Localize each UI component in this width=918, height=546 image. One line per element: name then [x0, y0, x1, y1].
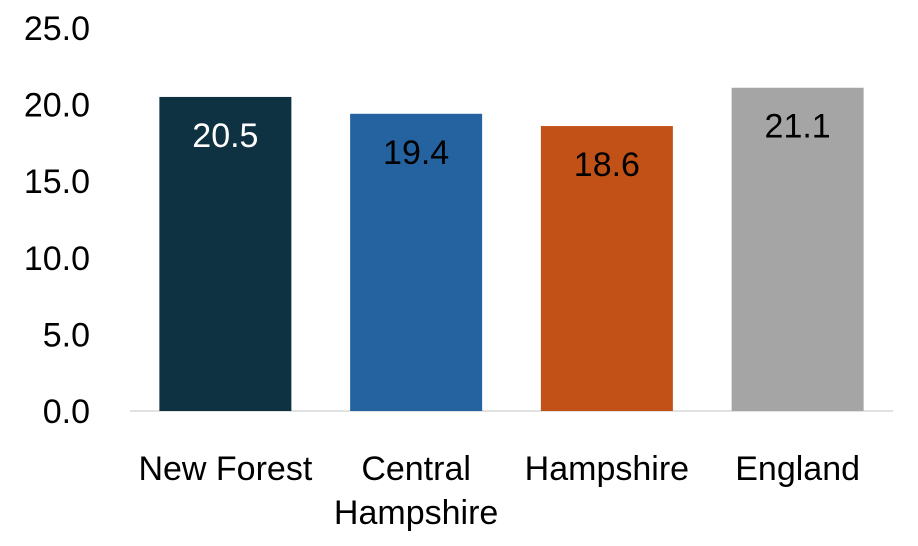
x-tick-label-line: England — [735, 450, 860, 488]
y-tick-label: 0.0 — [43, 393, 90, 431]
data-label: 20.5 — [192, 117, 258, 155]
y-tick-label: 5.0 — [43, 316, 90, 354]
y-tick-label: 20.0 — [24, 87, 90, 125]
data-label: 18.6 — [574, 146, 640, 184]
y-tick-label: 15.0 — [24, 163, 90, 201]
x-tick-label: England — [735, 450, 860, 488]
y-axis-tick-labels: 0.0 5.0 10.0 15.0 20.0 25.0 — [24, 10, 90, 431]
x-tick-label-line: New Forest — [138, 450, 312, 488]
bars-group — [159, 87, 864, 412]
bar — [540, 126, 673, 411]
y-tick-label: 10.0 — [24, 240, 90, 278]
bar — [731, 87, 864, 412]
y-tick-label: 25.0 — [24, 10, 90, 48]
x-tick-label-line: Hampshire — [334, 494, 498, 532]
x-tick-label: Hampshire — [525, 450, 689, 488]
bar — [159, 96, 292, 411]
data-label: 19.4 — [383, 134, 449, 172]
x-tick-label-line: Hampshire — [525, 450, 689, 488]
x-tick-label: New Forest — [138, 450, 312, 488]
data-labels-group: 20.5 19.4 18.6 21.1 — [192, 108, 830, 184]
data-label: 21.1 — [765, 108, 831, 146]
x-tick-label: Central Hampshire — [334, 450, 498, 532]
x-tick-label-line: Central — [361, 450, 471, 488]
bar — [350, 113, 483, 412]
x-axis-tick-labels: New Forest Central Hampshire Hampshire Engla… — [138, 450, 860, 532]
